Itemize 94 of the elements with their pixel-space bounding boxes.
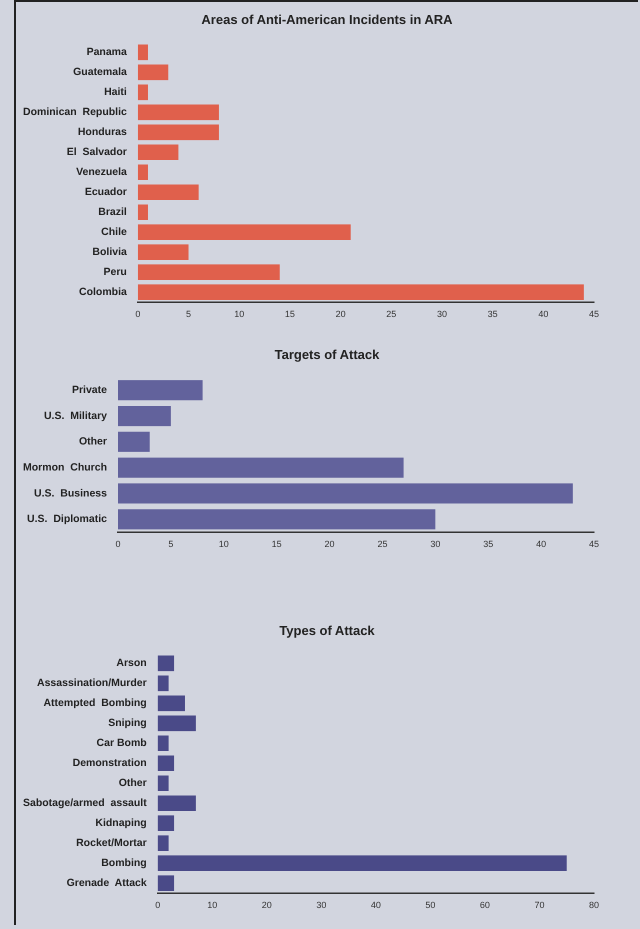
x-tick-label: 50 [425,900,436,910]
bar [138,264,280,280]
y-tick-label: Haiti [104,86,127,98]
bar [158,695,185,712]
y-tick-label: Guatemala [73,66,127,78]
y-tick-label: Chile [101,226,128,238]
x-tick-label: 10 [207,900,218,910]
x-tick-label: 0 [115,539,121,550]
x-tick-label: 60 [480,900,490,910]
bar [158,875,174,891]
x-tick-label: 20 [324,539,335,550]
y-tick-label: Brazil [98,206,127,218]
x-tick-label: 40 [536,539,546,550]
bar [118,509,436,530]
x-tick-label: 20 [262,900,272,910]
y-tick-label: Mormon Church [22,462,107,474]
bar [138,244,189,260]
y-tick-label: Demonstration [72,757,147,770]
y-tick-label: Panama [86,46,127,58]
y-tick-label: Arson [116,657,147,670]
bar [138,84,148,100]
y-tick-label: El Salvador [66,146,127,158]
bar [138,164,148,180]
y-tick-label: Bombing [101,857,147,870]
bar [158,795,196,812]
x-tick-label: 40 [370,900,381,910]
y-tick-label: Car Bomb [96,737,147,750]
y-tick-label: Sniping [108,717,147,730]
bar [158,715,196,732]
x-tick-label: 15 [284,309,295,320]
chart-title: Targets of Attack [274,347,380,362]
bar [138,184,199,200]
y-tick-label: Private [72,384,108,396]
bar [118,432,150,452]
x-tick-label: 25 [386,309,396,320]
x-tick-label: 10 [234,309,244,320]
y-tick-label: Other [78,436,107,448]
bar [158,815,174,832]
bar [118,483,573,504]
bar [158,755,174,772]
x-tick-label: 30 [316,900,326,910]
y-tick-label: Peru [104,266,127,278]
x-tick-label: 5 [168,539,174,550]
x-tick-label: 30 [436,309,447,320]
y-tick-label: Ecuador [84,186,127,198]
y-tick-label: Dominican Republic [22,106,127,118]
bar [158,675,169,692]
bar [138,224,351,240]
x-tick-label: 35 [488,309,498,320]
x-tick-label: 20 [336,309,346,320]
bar [158,656,174,672]
bar [138,284,584,300]
bar [158,855,567,872]
x-tick-label: 0 [135,309,140,320]
y-tick-label: Rocket/Mortar [76,837,147,850]
bar [158,735,169,752]
y-tick-label: Assassination/Murder [37,677,147,690]
y-tick-label: Grenade Attack [66,877,147,890]
x-tick-label: 70 [534,900,544,910]
y-tick-label: U.S. Business [34,487,108,500]
bar [138,44,148,60]
x-tick-label: 0 [155,900,160,910]
x-tick-label: 25 [377,539,388,550]
bar [118,458,404,478]
x-tick-label: 45 [588,539,600,550]
bar [138,204,148,220]
y-tick-label: Honduras [78,126,127,138]
bar [138,64,168,80]
x-tick-label: 5 [186,309,192,320]
y-tick-label: Bolivia [92,246,127,258]
bar [158,775,169,792]
y-tick-label: Venezuela [76,166,128,178]
chart-title: Areas of Anti-American Incidents in ARA [200,12,454,27]
chart-title: Types of Attack [278,623,376,638]
bar [118,406,171,426]
y-tick-label: U.S. Military [44,410,108,422]
x-tick-label: 45 [588,309,600,320]
bar [138,124,219,140]
x-tick-label: 80 [588,900,600,910]
y-tick-label: Other [118,777,147,790]
bar [158,835,169,852]
y-tick-label: U.S. Diplomatic [27,513,108,526]
y-tick-label: Sabotage/armed assault [22,797,148,810]
bar [138,104,219,120]
bar [118,380,203,400]
x-tick-label: 35 [483,539,494,550]
x-tick-label: 10 [218,539,229,550]
y-tick-label: Kidnaping [95,817,147,830]
x-tick-label: 15 [272,539,282,550]
y-tick-label: Attempted Bombing [43,697,147,710]
bar [138,144,178,160]
y-tick-label: Colombia [79,286,127,298]
x-tick-label: 40 [538,309,548,320]
x-tick-label: 30 [430,539,440,550]
